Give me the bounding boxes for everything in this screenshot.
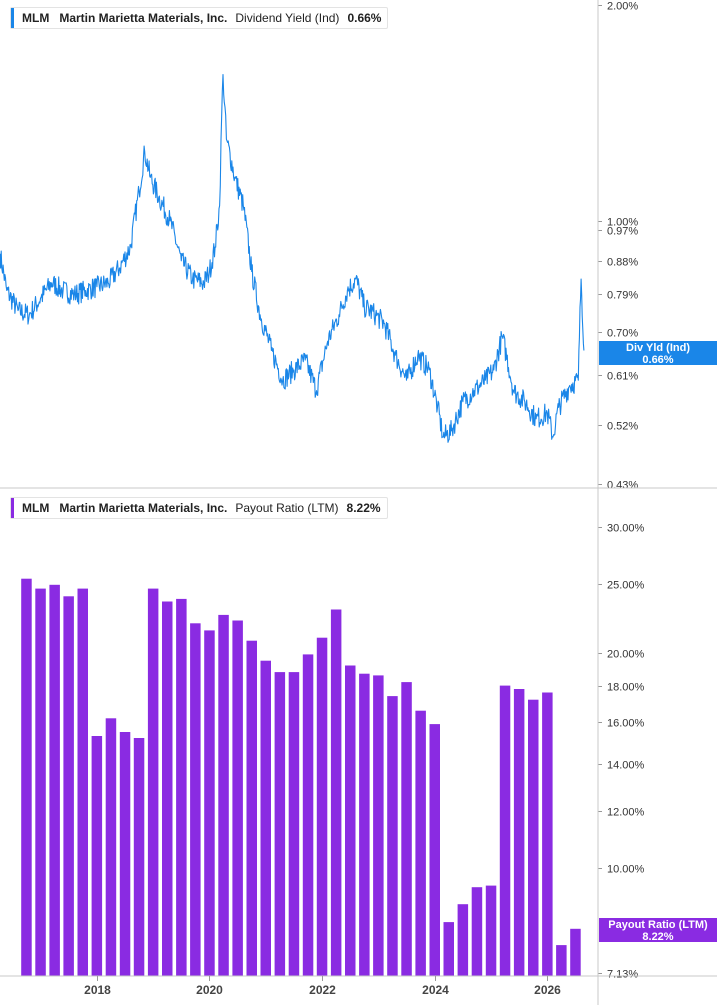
payout-ratio-bar [499, 685, 511, 976]
payout-ratio-bar [359, 673, 370, 976]
legend-ticker: MLM [22, 11, 50, 25]
payout-ratio-bar [63, 596, 74, 976]
payout-ratio-series [21, 578, 581, 976]
payout-ratio-bar [77, 588, 88, 976]
x-tick-label: 2026 [534, 983, 561, 997]
payout-ratio-legend-swatch [11, 498, 14, 518]
y-tick-label: 30.00% [607, 523, 645, 535]
legend-metric: Dividend Yield (Ind) [235, 11, 340, 25]
payout-ratio-bar [485, 885, 497, 976]
legend-company: Martin Marietta Materials, Inc. [59, 11, 228, 25]
dividend-yield-legend-swatch [11, 8, 14, 28]
legend-value: 8.22% [346, 501, 381, 515]
payout-ratio-bar [302, 654, 314, 976]
legend-metric: Payout Ratio (LTM) [235, 501, 339, 515]
payout-ratio-bar [49, 584, 60, 976]
payout-ratio-bar [176, 598, 187, 976]
dividend-yield-series [0, 73, 585, 443]
y-tick-label: 10.00% [607, 864, 645, 876]
y-tick-label: 0.88% [607, 257, 638, 269]
y-tick-label: 25.00% [607, 580, 645, 592]
y-tick-label: 0.79% [607, 290, 638, 302]
y-tick-label: 0.97% [607, 226, 638, 238]
y-tick-label: 0.43% [607, 480, 638, 492]
dividend-yield-legend: MLM Martin Marietta Materials, Inc. Divi… [10, 7, 389, 29]
payout-ratio-bar [373, 675, 384, 976]
payout-ratio-bar [556, 945, 567, 976]
payout-ratio-bar [401, 682, 412, 976]
payout-ratio-bar [35, 588, 46, 976]
payout-ratio-bar [387, 696, 398, 976]
y-tick-label: 0.70% [607, 328, 638, 340]
payout-ratio-bar [330, 609, 342, 976]
x-tick-label: 2022 [309, 983, 336, 997]
payout-ratio-bar [443, 922, 454, 976]
payout-ratio-bar [218, 614, 229, 976]
payout-ratio-bar [457, 904, 469, 976]
y-tick-label: 12.00% [607, 807, 645, 819]
dividend-yield-current-badge: Div Yld (Ind) 0.66% [599, 341, 717, 366]
y-tick-label: 2.00% [607, 1, 638, 13]
dividend-yield-line [0, 73, 585, 443]
payout-ratio-bar [21, 578, 32, 976]
payout-ratio-bar [542, 692, 553, 976]
payout-ratio-bar [105, 718, 117, 976]
payout-ratio-bar [133, 738, 145, 976]
payout-ratio-bar [513, 689, 525, 976]
payout-ratio-bar [274, 672, 286, 976]
payout-ratio-legend: MLM Martin Marietta Materials, Inc. Payo… [10, 497, 388, 519]
y-tick-label: 20.00% [607, 649, 645, 661]
legend-company: Martin Marietta Materials, Inc. [59, 501, 228, 515]
payout-ratio-bar [190, 623, 201, 976]
x-tick-label: 2018 [84, 983, 111, 997]
y-tick-label: 18.00% [607, 682, 645, 694]
payout-ratio-bar [429, 724, 440, 976]
payout-ratio-bar [316, 637, 328, 976]
badge-label: Div Yld (Ind) [626, 342, 690, 354]
x-tick-label: 2024 [422, 983, 449, 997]
y-tick-label: 7.13% [607, 969, 638, 981]
payout-ratio-grid: 30.00% 25.00% 20.00% 18.00% 16.00% 14.00% 12.0… [598, 523, 645, 981]
dividend-yield-grid: 2.00% 1.00%0.97% 0.88% 0.79% 0.70% 0.61% 0.52%… [598, 1, 638, 492]
payout-ratio-bar [246, 640, 257, 976]
payout-ratio-bar [415, 710, 426, 976]
legend-value: 0.66% [347, 11, 382, 25]
payout-ratio-bar [147, 588, 159, 976]
y-tick-label: 0.52% [607, 421, 638, 433]
badge-value: 8.22% [642, 931, 674, 943]
y-tick-label: 16.00% [607, 718, 645, 730]
payout-ratio-bar [345, 665, 356, 976]
payout-ratio-bar [162, 601, 173, 976]
legend-ticker: MLM [22, 501, 50, 515]
payout-ratio-bar [528, 699, 539, 976]
payout-ratio-bar [471, 887, 483, 976]
payout-ratio-bar [91, 736, 103, 976]
payout-ratio-bar [570, 928, 581, 976]
payout-ratio-bar [119, 732, 131, 976]
y-tick-label: 0.61% [607, 371, 638, 383]
badge-value: 0.66% [642, 354, 674, 366]
y-tick-label: 1.00% [607, 217, 638, 229]
x-tick-label: 2020 [196, 983, 223, 997]
payout-ratio-bar [232, 620, 243, 976]
payout-ratio-bar [204, 630, 215, 976]
payout-ratio-bar [260, 660, 271, 976]
y-tick-label: 14.00% [607, 760, 645, 772]
badge-label: Payout Ratio (LTM) [608, 919, 708, 931]
payout-ratio-current-badge: Payout Ratio (LTM) 8.22% [599, 918, 717, 943]
payout-ratio-bar [288, 672, 300, 976]
